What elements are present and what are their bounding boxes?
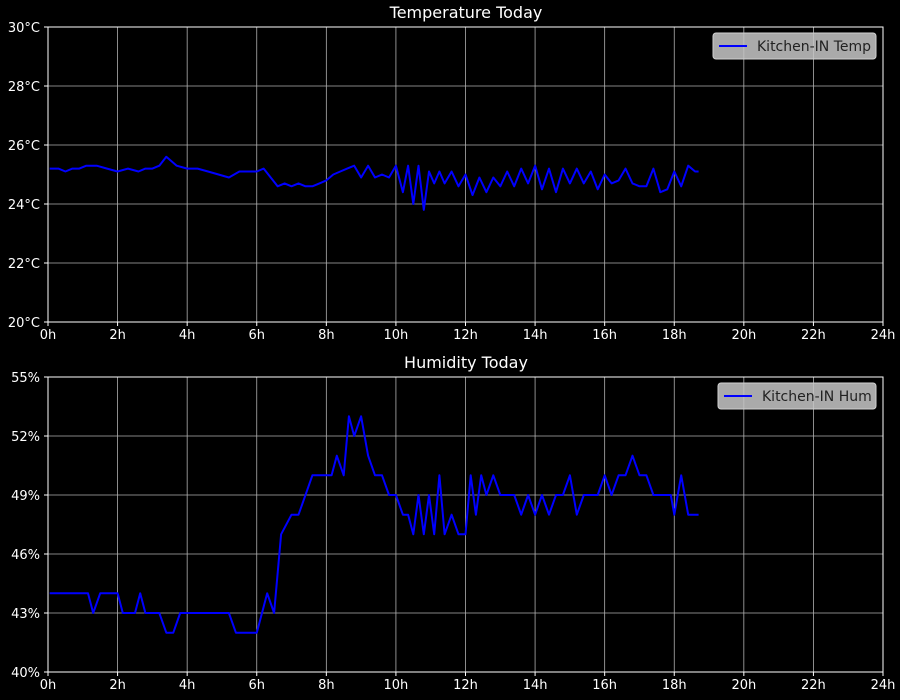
- y-tick-label: 26°C: [8, 139, 40, 154]
- legend: Kitchen-IN Hum: [717, 382, 877, 410]
- x-tick-label: 12h: [453, 678, 478, 693]
- x-tick-label: 8h: [318, 678, 335, 693]
- x-tick-label: 16h: [592, 328, 617, 343]
- x-tick-label: 20h: [731, 328, 756, 343]
- x-tick-label: 2h: [109, 678, 126, 693]
- y-tick-label: 55%: [11, 371, 40, 386]
- x-tick-label: 24h: [871, 678, 896, 693]
- y-tick-label: 49%: [11, 489, 40, 504]
- x-tick-label: 0h: [40, 328, 57, 343]
- x-tick-label: 10h: [384, 328, 409, 343]
- y-tick-label: 30°C: [8, 21, 40, 36]
- x-tick-label: 0h: [40, 678, 57, 693]
- x-tick-label: 18h: [662, 328, 687, 343]
- x-tick-label: 6h: [248, 328, 265, 343]
- series-line-0: [49, 155, 699, 211]
- chart-title: Humidity Today: [404, 353, 528, 372]
- series-line-0: [49, 415, 699, 634]
- legend-label: Kitchen-IN Hum: [762, 389, 872, 405]
- x-tick-label: 16h: [592, 678, 617, 693]
- x-tick-label: 18h: [662, 678, 687, 693]
- x-tick-label: 14h: [523, 678, 548, 693]
- x-tick-label: 8h: [318, 328, 335, 343]
- y-tick-label: 52%: [11, 430, 40, 445]
- legend-box: [712, 32, 877, 60]
- legend-label: Kitchen-IN Temp: [757, 39, 871, 55]
- x-tick-label: 24h: [871, 328, 896, 343]
- y-tick-label: 28°C: [8, 80, 40, 95]
- x-tick-label: 4h: [179, 678, 196, 693]
- x-tick-label: 4h: [179, 328, 196, 343]
- x-tick-label: 12h: [453, 328, 478, 343]
- y-tick-label: 46%: [11, 548, 40, 563]
- x-tick-label: 2h: [109, 328, 126, 343]
- chart-title: Temperature Today: [389, 3, 543, 22]
- y-tick-label: 40%: [11, 666, 40, 681]
- y-tick-label: 22°C: [8, 257, 40, 272]
- humidity-chart: Humidity Today 0h 2h 4h 6h 8h 10h 12h 14h 16h 18h…: [11, 353, 895, 693]
- y-tick-label: 24°C: [8, 198, 40, 213]
- x-tick-label: 10h: [384, 678, 409, 693]
- x-tick-label: 20h: [731, 678, 756, 693]
- y-tick-label: 20°C: [8, 316, 40, 331]
- x-tick-label: 6h: [248, 678, 265, 693]
- x-tick-label: 14h: [523, 328, 548, 343]
- legend-box: [717, 382, 877, 410]
- x-tick-label: 22h: [801, 678, 826, 693]
- x-tick-label: 22h: [801, 328, 826, 343]
- temperature-chart: Temperature Today 0h 2h 4h 6h 8h 10h 12h 14h 16h…: [8, 3, 896, 343]
- y-tick-label: 43%: [11, 607, 40, 622]
- legend: Kitchen-IN Temp: [712, 32, 877, 60]
